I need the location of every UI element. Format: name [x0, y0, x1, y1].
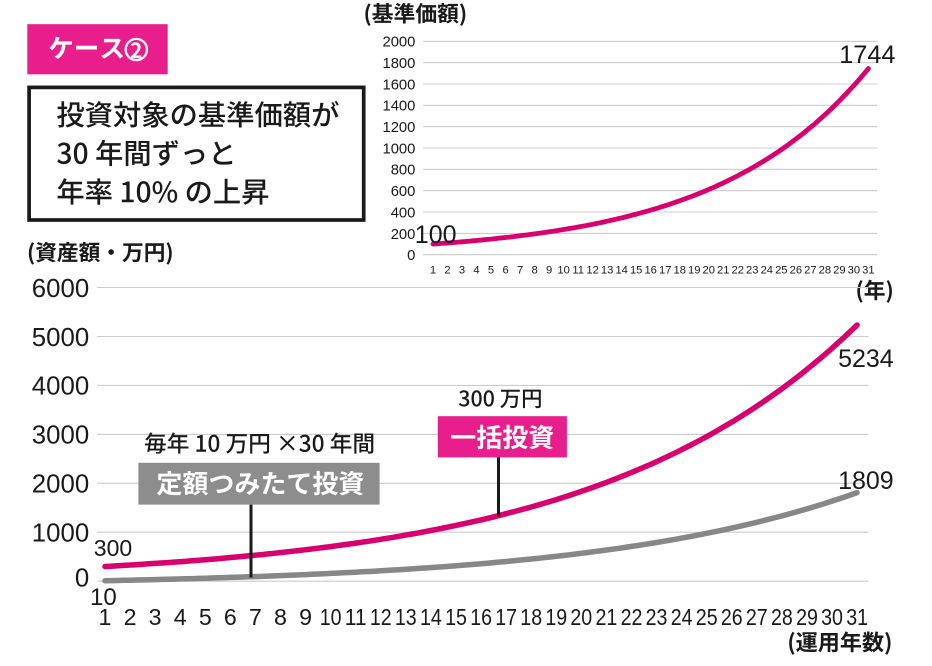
svg-text:1400: 1400	[382, 99, 415, 115]
svg-text:21: 21	[717, 265, 729, 277]
svg-text:1600: 1600	[382, 77, 415, 93]
svg-text:25: 25	[775, 265, 787, 277]
svg-text:4000: 4000	[32, 373, 89, 401]
svg-text:300: 300	[94, 535, 132, 561]
svg-text:18: 18	[673, 265, 685, 277]
svg-text:600: 600	[391, 184, 416, 200]
svg-text:1800: 1800	[382, 56, 415, 72]
svg-text:9: 9	[546, 265, 552, 277]
svg-text:4: 4	[174, 604, 187, 630]
svg-text:2: 2	[124, 604, 137, 630]
svg-text:15: 15	[445, 604, 467, 630]
svg-text:29: 29	[796, 604, 818, 630]
svg-text:17: 17	[659, 265, 671, 277]
svg-text:5000: 5000	[32, 324, 89, 352]
svg-text:24: 24	[761, 265, 773, 277]
svg-text:23: 23	[646, 604, 668, 630]
svg-text:20: 20	[703, 265, 715, 277]
svg-text:25: 25	[696, 604, 718, 630]
svg-text:4: 4	[473, 265, 479, 277]
svg-text:27: 27	[804, 265, 816, 277]
svg-text:24: 24	[671, 604, 693, 630]
svg-text:0: 0	[407, 248, 415, 264]
svg-text:20: 20	[570, 604, 592, 630]
svg-text:19: 19	[545, 604, 567, 630]
svg-text:6: 6	[502, 265, 508, 277]
svg-text:6: 6	[224, 604, 237, 630]
svg-text:9: 9	[299, 604, 312, 630]
svg-text:7: 7	[249, 604, 262, 630]
svg-text:800: 800	[391, 163, 416, 179]
svg-text:2: 2	[444, 265, 450, 277]
svg-text:26: 26	[790, 265, 802, 277]
svg-text:28: 28	[771, 604, 793, 630]
svg-text:1000: 1000	[382, 141, 415, 157]
svg-text:22: 22	[621, 604, 643, 630]
svg-text:1200: 1200	[382, 120, 415, 136]
svg-text:1: 1	[99, 604, 112, 630]
svg-text:31: 31	[862, 265, 874, 277]
svg-text:200: 200	[391, 227, 416, 243]
svg-text:1744: 1744	[839, 41, 895, 69]
svg-text:10: 10	[557, 265, 569, 277]
svg-text:17: 17	[495, 604, 517, 630]
svg-text:5234: 5234	[838, 345, 894, 373]
svg-text:10: 10	[320, 604, 342, 630]
svg-text:22: 22	[732, 265, 744, 277]
svg-text:3: 3	[149, 604, 162, 630]
svg-text:3000: 3000	[32, 422, 89, 450]
svg-text:7: 7	[517, 265, 523, 277]
svg-text:5: 5	[199, 604, 212, 630]
svg-text:30: 30	[848, 265, 860, 277]
svg-text:11: 11	[572, 265, 584, 277]
svg-text:12: 12	[370, 604, 392, 630]
svg-text:27: 27	[746, 604, 768, 630]
svg-text:11: 11	[345, 604, 367, 630]
svg-text:10: 10	[90, 584, 117, 611]
svg-text:26: 26	[721, 604, 743, 630]
svg-text:5: 5	[488, 265, 494, 277]
svg-text:1: 1	[430, 265, 436, 277]
svg-text:0: 0	[75, 565, 89, 593]
svg-text:29: 29	[833, 265, 845, 277]
svg-text:31: 31	[846, 604, 868, 630]
svg-text:21: 21	[596, 604, 618, 630]
svg-text:400: 400	[391, 205, 416, 221]
svg-text:23: 23	[746, 265, 758, 277]
svg-text:6000: 6000	[32, 275, 89, 303]
svg-text:2000: 2000	[32, 471, 89, 499]
svg-text:13: 13	[601, 265, 613, 277]
svg-text:19: 19	[688, 265, 700, 277]
svg-text:16: 16	[470, 604, 492, 630]
svg-text:1809: 1809	[838, 467, 894, 495]
svg-text:13: 13	[395, 604, 417, 630]
svg-text:30: 30	[821, 604, 843, 630]
svg-text:1000: 1000	[32, 520, 89, 548]
svg-text:100: 100	[415, 221, 457, 249]
svg-text:16: 16	[644, 265, 656, 277]
svg-text:14: 14	[420, 604, 442, 630]
svg-text:3: 3	[459, 265, 465, 277]
svg-text:12: 12	[586, 265, 598, 277]
svg-text:15: 15	[630, 265, 642, 277]
svg-text:18: 18	[520, 604, 542, 630]
svg-text:8: 8	[274, 604, 287, 630]
svg-text:2000: 2000	[382, 35, 415, 51]
svg-text:28: 28	[819, 265, 831, 277]
svg-text:14: 14	[615, 265, 627, 277]
svg-text:8: 8	[531, 265, 537, 277]
